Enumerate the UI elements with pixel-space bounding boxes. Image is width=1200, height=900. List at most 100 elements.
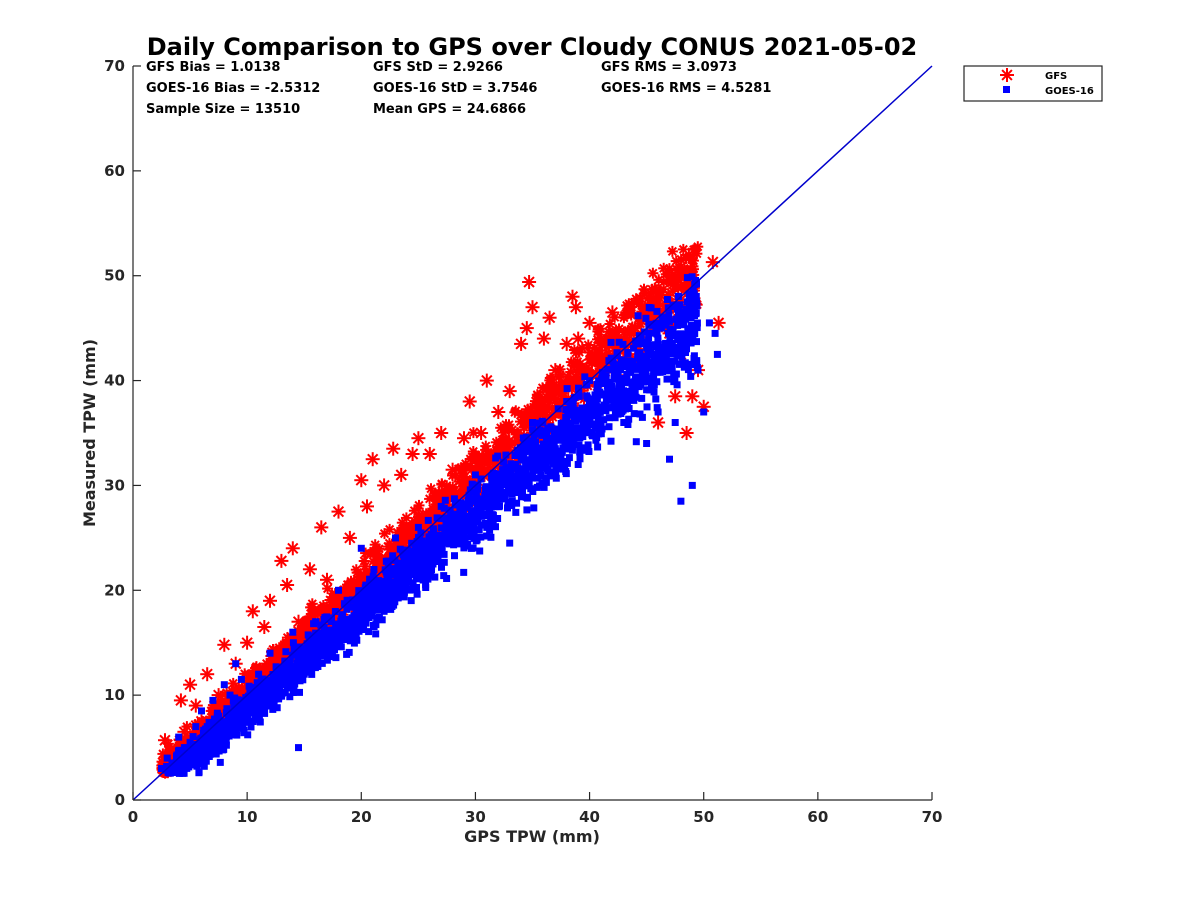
goes16-point — [521, 447, 529, 455]
goes16-point — [638, 372, 646, 380]
goes16-point — [502, 466, 510, 474]
gfs-point — [158, 733, 172, 748]
goes16-point — [242, 709, 250, 716]
goes16-point — [211, 727, 219, 735]
goes16-point — [525, 457, 533, 465]
goes16-point — [457, 499, 465, 507]
goes16-point — [431, 546, 439, 554]
goes16-point — [444, 532, 452, 540]
goes16-point — [288, 682, 296, 690]
goes16-point — [631, 373, 639, 381]
goes16-point — [687, 361, 695, 369]
x-axis-title: GPS TPW (mm) — [464, 827, 600, 846]
goes16-point — [424, 575, 432, 583]
goes16-point — [595, 377, 603, 385]
goes16-point — [380, 607, 388, 615]
goes16-point — [592, 412, 599, 419]
goes16-point — [255, 670, 263, 678]
goes16-point — [435, 544, 443, 552]
goes16-point — [677, 497, 685, 505]
goes16-point — [256, 701, 264, 708]
goes16-point — [196, 742, 204, 749]
y-tick-label: 20 — [104, 581, 125, 599]
gfs-point — [386, 441, 401, 456]
goes16-point — [237, 675, 245, 683]
goes16-point — [212, 723, 220, 731]
goes16-point — [622, 377, 630, 385]
goes16-point — [505, 485, 512, 492]
gfs-point — [514, 336, 529, 351]
goes16-point — [413, 590, 421, 598]
gfs-point — [455, 462, 467, 474]
goes16-point — [543, 429, 551, 436]
goes16-point — [365, 628, 373, 636]
goes16-point — [244, 731, 252, 739]
goes16-point — [488, 503, 495, 511]
goes16-point — [705, 319, 713, 327]
goes16-point — [468, 533, 475, 541]
goes16-point — [320, 616, 328, 623]
goes16-point — [394, 575, 402, 583]
goes16-point — [591, 408, 599, 416]
gfs-point — [467, 427, 479, 439]
goes16-point — [665, 311, 673, 319]
goes16-point — [700, 408, 708, 416]
goes16-point — [242, 695, 250, 703]
goes16-point — [662, 339, 670, 347]
goes16-point — [184, 747, 192, 754]
goes16-point — [312, 618, 320, 626]
goes16-point — [515, 465, 523, 473]
goes16-point — [296, 688, 303, 696]
stat-mean-gps: Mean GPS = 24.6866 — [373, 102, 526, 117]
goes16-point — [265, 695, 273, 703]
goes16-point — [390, 590, 398, 598]
goes16-point — [594, 382, 602, 390]
gfs-point — [384, 523, 396, 535]
goes16-point — [220, 681, 228, 689]
gfs-point — [422, 447, 437, 461]
legend-gfs-label: GFS — [1045, 71, 1067, 82]
goes16-point — [483, 523, 491, 531]
goes16-point — [414, 523, 422, 531]
goes16-point — [494, 472, 501, 480]
goes16-point — [494, 492, 502, 500]
goes16-point — [163, 763, 171, 770]
goes16-point — [323, 656, 331, 664]
goes16-point — [602, 397, 610, 405]
goes16-point — [538, 417, 546, 425]
goes16-point — [694, 366, 702, 374]
goes16-point — [588, 399, 596, 407]
goes16-point — [417, 529, 425, 537]
goes16-point — [270, 699, 278, 707]
goes16-point — [517, 493, 525, 501]
goes16-point — [266, 649, 274, 657]
goes16-point — [328, 643, 336, 651]
goes16-point — [183, 761, 191, 769]
goes16-point — [424, 539, 432, 547]
goes16-point — [621, 362, 629, 370]
goes16-point — [186, 757, 194, 765]
goes16-point — [437, 515, 445, 523]
goes16-point — [513, 479, 521, 487]
goes16-point — [515, 487, 523, 495]
goes16-point — [388, 565, 396, 573]
goes16-point — [426, 555, 434, 563]
goes16-point — [418, 563, 426, 571]
gfs-point — [457, 431, 471, 446]
goes16-point — [444, 516, 452, 524]
goes16-point — [324, 627, 332, 635]
gfs-point — [692, 241, 704, 253]
goes16-point — [607, 437, 615, 445]
goes16-point — [303, 640, 311, 648]
gfs-point — [592, 323, 604, 335]
goes16-point — [629, 362, 636, 370]
goes16-point — [350, 620, 358, 628]
y-axis-ticks: 0 10 20 30 40 50 60 70 — [104, 57, 141, 809]
goes16-point — [665, 329, 672, 337]
gfs-point — [565, 289, 580, 304]
gfs-point — [377, 478, 392, 493]
goes16-point — [530, 453, 538, 460]
goes16-point — [251, 711, 259, 719]
goes16-point — [396, 559, 404, 567]
